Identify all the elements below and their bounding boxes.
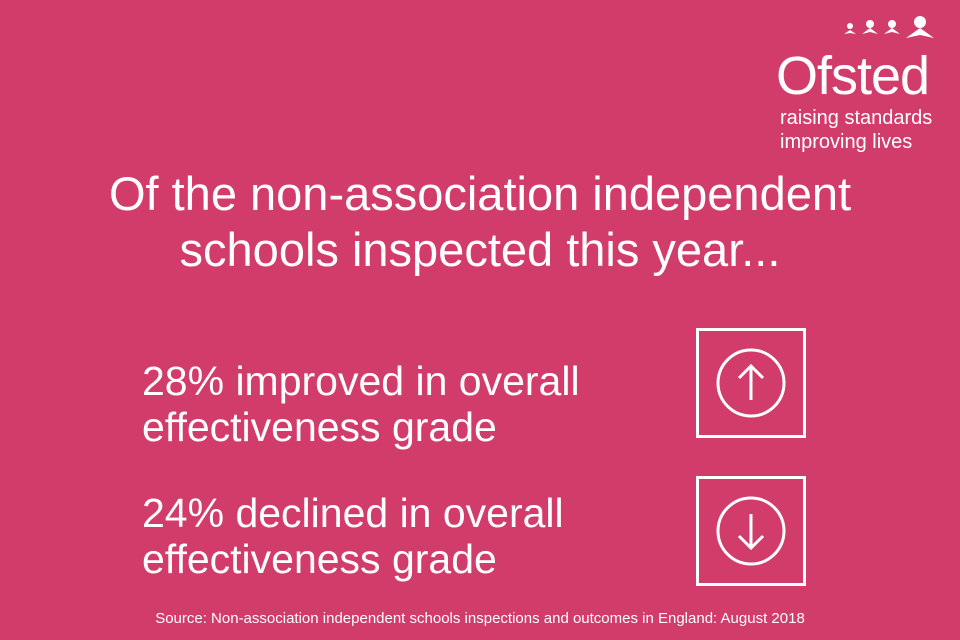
source: Source: Non-association independent scho… [155, 610, 805, 627]
tagline: raising standards improving lives [780, 106, 932, 154]
down-icon [696, 476, 806, 586]
up-icon [696, 328, 806, 438]
logo-stars [844, 16, 934, 38]
tagline-line: improving lives [780, 131, 913, 153]
logo-name: Ofsted [776, 46, 930, 106]
heading: Of the non-association independent schoo… [108, 167, 852, 276]
stat-text: 24% declined in overall effectiveness gr… [142, 490, 564, 582]
tagline-line: raising standards [780, 107, 933, 129]
stat-text: 28% improved in overall effectiveness gr… [142, 358, 580, 450]
